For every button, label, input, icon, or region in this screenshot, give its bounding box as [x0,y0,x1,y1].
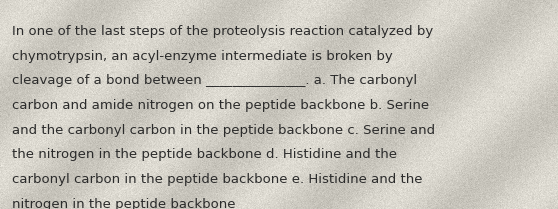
Text: carbonyl carbon in the peptide backbone e. Histidine and the: carbonyl carbon in the peptide backbone … [12,173,423,186]
Text: cleavage of a bond between _______________. a. The carbonyl: cleavage of a bond between _____________… [12,74,417,87]
Text: chymotrypsin, an acyl-enzyme intermediate is broken by: chymotrypsin, an acyl-enzyme intermediat… [12,50,393,63]
Text: carbon and amide nitrogen on the peptide backbone b. Serine: carbon and amide nitrogen on the peptide… [12,99,430,112]
Text: In one of the last steps of the proteolysis reaction catalyzed by: In one of the last steps of the proteoly… [12,25,434,38]
Text: and the carbonyl carbon in the peptide backbone c. Serine and: and the carbonyl carbon in the peptide b… [12,124,435,137]
Text: the nitrogen in the peptide backbone d. Histidine and the: the nitrogen in the peptide backbone d. … [12,148,397,161]
Text: nitrogen in the peptide backbone: nitrogen in the peptide backbone [12,198,236,209]
